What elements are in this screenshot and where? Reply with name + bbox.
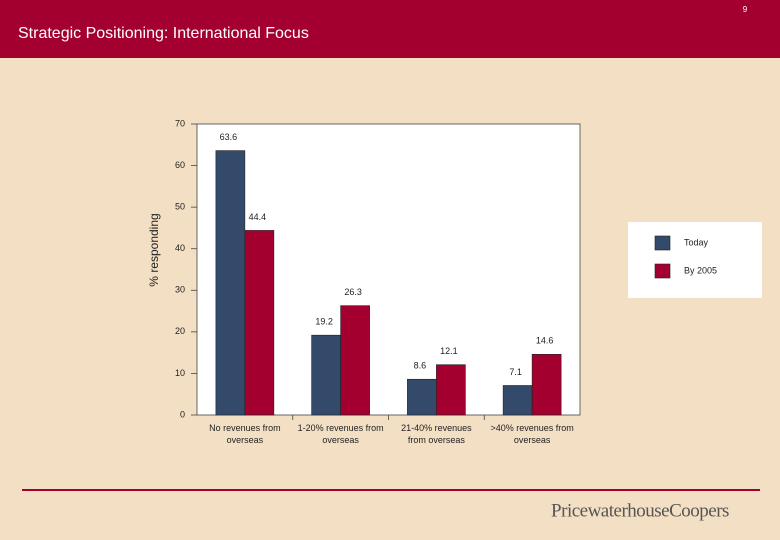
y-tick-label: 20 (175, 326, 185, 336)
bar (215, 150, 246, 416)
y-tick-label: 70 (175, 118, 185, 128)
legend-swatch (654, 235, 671, 251)
x-tick-label: 21-40% revenues from overseas (401, 423, 472, 445)
bar (244, 230, 275, 416)
x-tick-label: 1-20% revenues from overseas (297, 423, 384, 445)
bar (407, 378, 437, 416)
chart-title: Strategic Positioning: International Foc… (18, 25, 309, 42)
y-tick-label: 60 (175, 160, 185, 170)
value-label: 44.4 (249, 212, 267, 222)
value-label: 63.6 (220, 132, 238, 142)
bar (531, 354, 562, 416)
value-label: 12.1 (440, 346, 458, 356)
banner (0, 0, 780, 58)
bar (502, 385, 533, 416)
y-axis-label: % responding (147, 213, 161, 286)
value-label: 14.6 (536, 336, 554, 346)
y-tick-label: 30 (175, 285, 185, 295)
y-tick-label: 10 (175, 368, 185, 378)
legend-label: Today (684, 237, 709, 247)
logo: PricewaterhouseCoopers (551, 500, 729, 521)
legend-label: By 2005 (684, 265, 717, 275)
y-tick-label: 0 (180, 409, 185, 419)
y-tick-label: 50 (175, 202, 185, 212)
value-label: 19.2 (315, 317, 333, 327)
value-label: 7.1 (509, 367, 522, 377)
bar (311, 334, 341, 416)
bar (436, 364, 466, 416)
value-label: 26.3 (344, 287, 362, 297)
bar (340, 305, 370, 416)
legend (628, 222, 762, 298)
x-tick-label: No revenues from overseas (209, 423, 281, 445)
legend-swatch (654, 263, 671, 279)
x-tick-label: >40% revenues from overseas (490, 423, 574, 445)
page-number: 9 (743, 5, 748, 14)
value-label: 8.6 (414, 361, 427, 371)
y-tick-label: 40 (175, 243, 185, 253)
